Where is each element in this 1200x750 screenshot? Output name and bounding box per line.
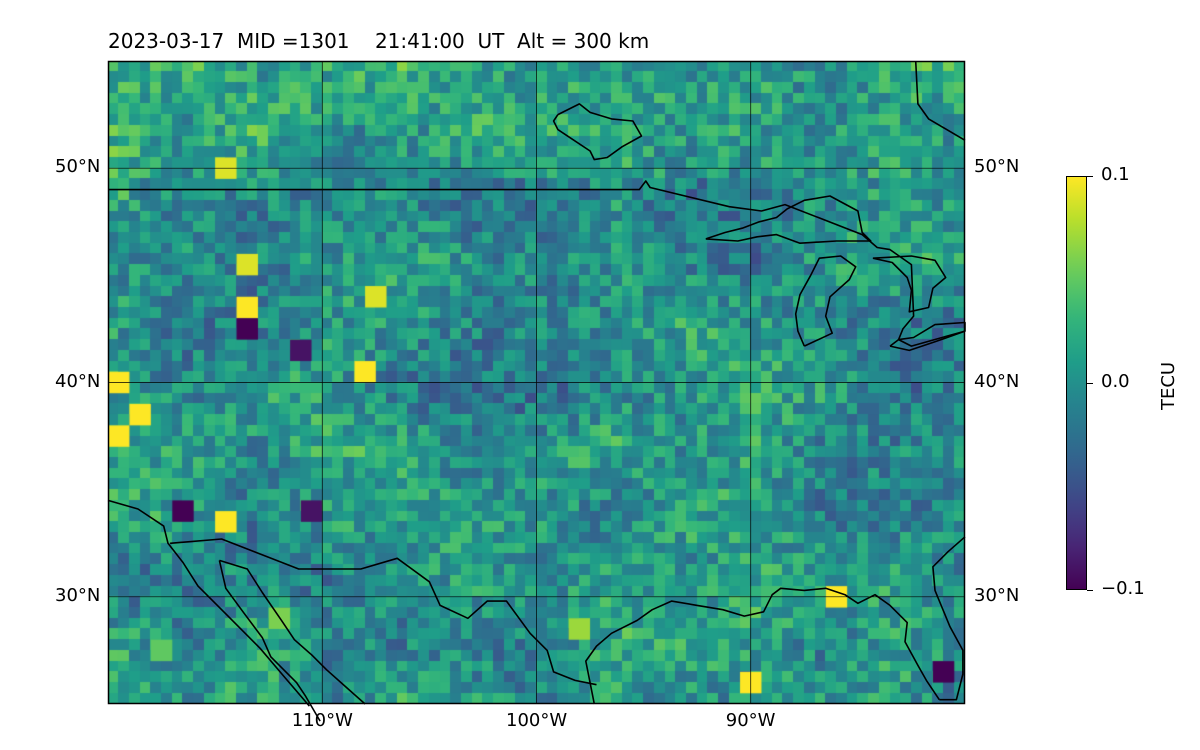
colorbar-tick-label-2: −0.1 — [1101, 578, 1145, 599]
map-title: 2023-03-17 MID =1301 21:41:00 UT Alt = 3… — [108, 29, 650, 53]
lon-label-1: 100°W — [506, 710, 568, 731]
lat-label-right-1: 40°N — [974, 370, 1020, 392]
gulf-of-california-east — [219, 559, 366, 705]
map-panel — [107, 60, 966, 722]
northeast-coast — [914, 60, 966, 141]
map-frame — [107, 60, 966, 705]
lake-michigan — [794, 255, 857, 347]
us-mexico-border — [170, 538, 597, 686]
coastlines — [107, 60, 966, 722]
west-coast-mexico — [107, 499, 311, 707]
map-overlay — [107, 60, 966, 722]
graticule — [108, 61, 965, 704]
colorbar-tick-2 — [1087, 590, 1093, 591]
gulf-of-california-west — [218, 560, 321, 722]
lat-label-right-2: 50°N — [974, 156, 1020, 178]
lake-huron — [872, 255, 947, 313]
colorbar-label: TECU — [1158, 361, 1179, 410]
lat-label-left-2: 50°N — [55, 156, 101, 178]
lat-label-left-1: 40°N — [55, 370, 101, 392]
lat-label-right-0: 30°N — [974, 584, 1020, 606]
colorbar-tick-label-1: 0.0 — [1101, 371, 1130, 392]
colorbar-tick-0 — [1087, 176, 1093, 177]
lon-label-0: 110°W — [291, 710, 353, 731]
florida-atlantic-coast — [932, 536, 966, 701]
colorbar — [1066, 176, 1087, 590]
hudson-bay — [552, 103, 643, 161]
gulf-coast — [584, 587, 940, 705]
lat-label-left-0: 30°N — [55, 584, 101, 606]
lake-superior — [705, 195, 872, 244]
lake-erie — [889, 321, 966, 352]
colorbar-tick-1 — [1087, 383, 1093, 384]
colorbar-tick-label-0: 0.1 — [1101, 164, 1130, 185]
lon-label-2: 90°W — [725, 710, 776, 731]
